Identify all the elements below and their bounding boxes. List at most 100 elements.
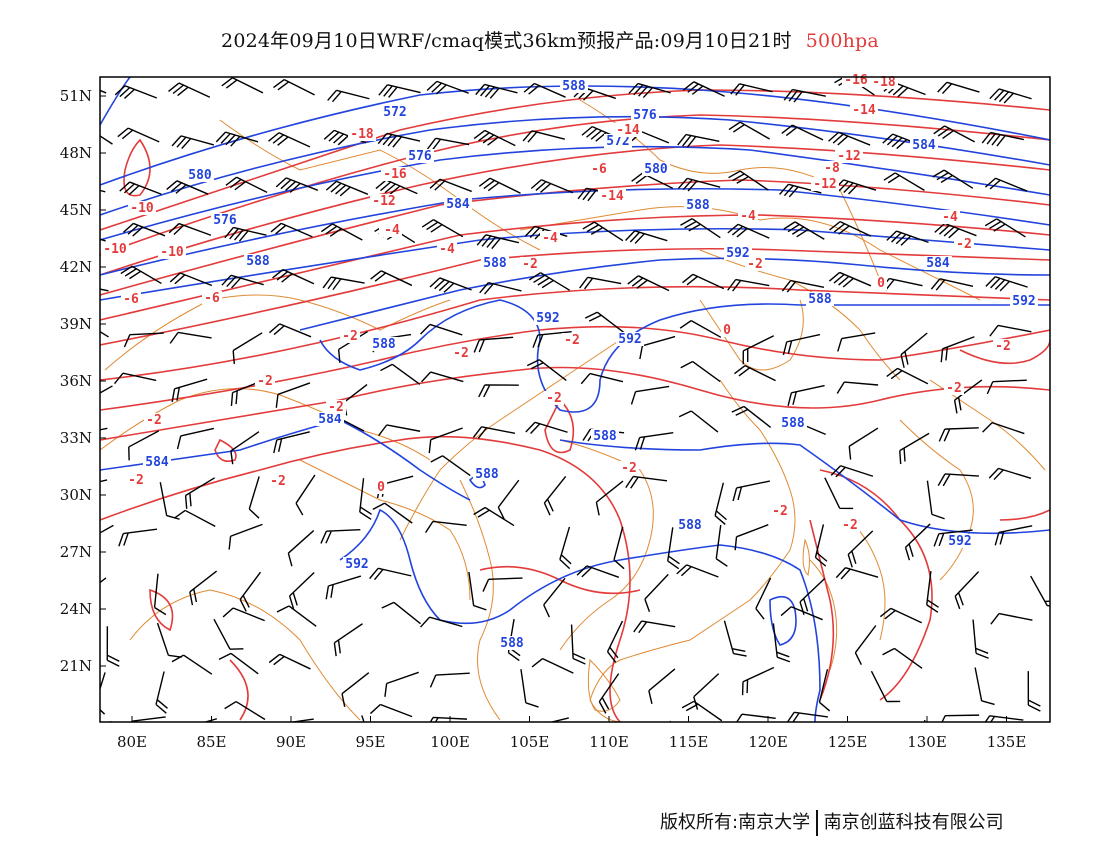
height-contour-label: 588 (686, 198, 710, 213)
temperature-contour-label-bg (268, 474, 288, 488)
wind-barb (531, 657, 574, 674)
wind-barb (372, 502, 413, 524)
wind-barb (100, 318, 109, 338)
wind-barb (648, 668, 676, 704)
lon-label: 80E (117, 733, 147, 751)
wind-barb (288, 571, 315, 610)
wind-barb (828, 271, 872, 288)
height-contour-label-bg (473, 467, 501, 481)
wind-barb (787, 384, 825, 406)
wind-barb (981, 131, 1024, 147)
wind-barb (270, 222, 313, 238)
wind-barb (886, 230, 929, 246)
wind-barb (424, 520, 467, 534)
wind-barb (783, 221, 825, 240)
wind-barb (168, 82, 211, 98)
wind-barb (128, 430, 160, 461)
temperature-contour-label-bg (940, 210, 960, 224)
height-contour-label-bg (676, 518, 704, 532)
temperature-contour-label-bg (822, 161, 842, 175)
wind-barb (429, 277, 472, 293)
temperature-contour-label-bg (850, 103, 878, 117)
height-contour-label: 588 (678, 518, 702, 533)
wind-barb (468, 571, 487, 611)
height-contour-label: 584 (318, 412, 342, 427)
wind-barb (625, 475, 668, 489)
wind-barb (476, 234, 520, 250)
wind-barb (478, 177, 521, 194)
lon-label: 90E (276, 733, 306, 751)
height-contour-label: 580 (188, 168, 212, 183)
wind-barb (333, 623, 363, 657)
wind-barbs (100, 77, 1050, 722)
wind-barb (526, 359, 567, 381)
wind-barb (580, 372, 624, 385)
wind-barb (940, 336, 975, 363)
height-contour-label-bg (211, 213, 239, 227)
temperature-contour-label-bg (770, 504, 790, 518)
wind-barb (118, 528, 158, 547)
height-contour-label: 576 (408, 149, 432, 164)
wind-barb (543, 476, 567, 516)
wind-barb (755, 577, 772, 620)
wind-barb (420, 323, 463, 336)
temperature-contour-label-bg (381, 167, 409, 181)
wind-barb (120, 265, 162, 285)
contour-labels: 588 572 576 572 576 580 580 584 576 588 584 588 588 5… (101, 73, 1038, 651)
wind-barb (625, 230, 668, 244)
wind-barb (581, 126, 624, 142)
height-contour-label: 592 (536, 311, 559, 326)
wind-barb (630, 385, 670, 405)
height-contour-label: 576 (213, 213, 237, 228)
temperature-contour-label: -2 (342, 329, 358, 344)
temperature-contour-label: -12 (813, 177, 836, 192)
wind-barb (677, 177, 721, 192)
wind-barb (848, 427, 879, 460)
wind-barb (824, 477, 854, 510)
wind-barb (378, 424, 421, 437)
wind-barb (814, 524, 828, 567)
height-contour-label-bg (806, 292, 834, 306)
height-contour-label: 592 (726, 246, 749, 261)
wind-barb (106, 626, 120, 667)
wind-barb (520, 669, 539, 708)
wind-barb (426, 137, 470, 151)
wind-barb (715, 524, 728, 567)
wind-barb (426, 80, 469, 95)
temperature-contour-label: -16 (844, 73, 868, 88)
lon-label: 100E (430, 733, 470, 751)
temperature-contour-label: -18 (872, 75, 896, 90)
plot-frame (99, 76, 1051, 723)
lat-label: 42N (60, 258, 92, 276)
temperature-contour-label: -10 (103, 242, 127, 257)
wind-barb (644, 573, 669, 612)
wind-barb (882, 133, 925, 150)
wind-barb (854, 625, 877, 666)
height-contour-label-bg (244, 254, 272, 268)
wind-barb (100, 385, 113, 417)
wind-barb (472, 426, 516, 439)
temperature-contour-label-bg (126, 473, 146, 487)
temperature-contour-label: -14 (616, 123, 640, 138)
wind-barb (953, 379, 983, 414)
wind-barb (377, 132, 421, 148)
wind-barb (421, 371, 464, 383)
wind-barb (100, 427, 108, 449)
wind-barb (989, 88, 1032, 104)
wind-barb (926, 480, 945, 520)
wind-barb (986, 379, 1027, 395)
temperature-contour-label-bg (520, 257, 540, 271)
wind-barb (730, 83, 773, 96)
wind-barb (628, 82, 671, 99)
temperature-contour-label: -18 (350, 127, 374, 142)
wind-barb (582, 221, 624, 242)
wind-barb (522, 130, 565, 143)
wind-barb (325, 180, 369, 197)
wind-barb (273, 431, 310, 454)
temperature-contour-label-bg (738, 209, 758, 223)
wind-barb (169, 272, 213, 287)
wind-barb (543, 577, 566, 618)
wind-barb (633, 620, 676, 634)
wind-barb (224, 226, 267, 242)
wind-barb (100, 524, 114, 556)
